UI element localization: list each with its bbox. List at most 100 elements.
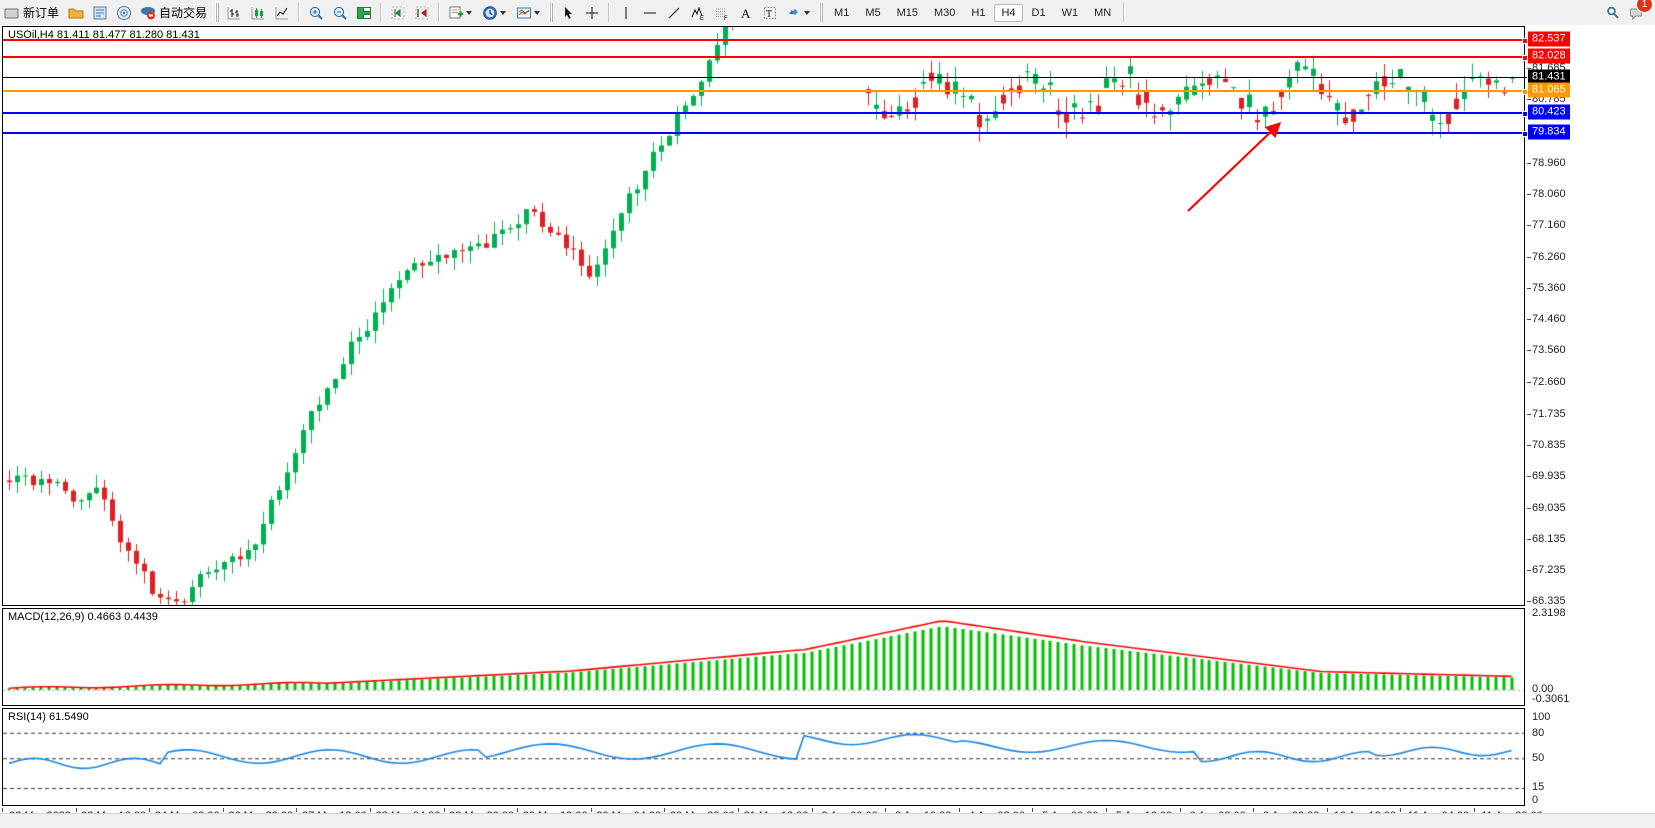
elliott-wave-tool-button[interactable]: E [686, 1, 710, 24]
market-watch-icon [115, 4, 133, 22]
toolbar-separator [438, 3, 441, 22]
tick-mark [1527, 68, 1531, 70]
tick-mark [1527, 256, 1531, 258]
shift-start-button[interactable] [386, 1, 410, 24]
level-79834[interactable]: 79.834 [1528, 124, 1570, 140]
rsi-tick: 50 [1532, 752, 1545, 765]
hline-icon [641, 4, 659, 22]
data-window-button[interactable] [88, 1, 112, 24]
autotrading-label: 自动交易 [159, 6, 208, 20]
level-80423[interactable]: 80.423 [1528, 104, 1570, 120]
bar-chart-icon [225, 4, 243, 22]
price-scale[interactable]: 81.685 80.785 78.960 78.060 77.160 76.260 75.3… [1527, 26, 1655, 607]
level-80423-line[interactable] [3, 111, 1528, 118]
vertical-line-tool-button[interactable] [614, 1, 638, 24]
search-button[interactable] [1601, 1, 1625, 24]
last-price[interactable]: 81.431 [1528, 69, 1570, 85]
level-81065-line[interactable] [3, 88, 1528, 95]
shift-end-button[interactable] [410, 1, 434, 24]
level-79834-line[interactable] [3, 131, 1528, 138]
zoom-out-button[interactable] [328, 1, 352, 24]
chart-area[interactable]: USOil,H4 81.411 81.477 81.280 81.431 MAC… [0, 25, 1655, 828]
horizontal-scrollbar[interactable] [0, 813, 1655, 828]
timeframe-h1[interactable]: H1 [971, 6, 986, 19]
rsi-pane[interactable]: RSI(14) 61.5490 [2, 708, 1525, 806]
svg-text:A: A [741, 6, 751, 21]
price-tick: 74.460 [1532, 313, 1566, 326]
period-button[interactable] [478, 1, 512, 24]
last-price-line[interactable] [3, 77, 1527, 79]
crosshair-tool-button[interactable] [580, 1, 604, 24]
text-tool-button[interactable]: A [734, 1, 758, 24]
line-handle[interactable] [1522, 55, 1528, 62]
line-handle[interactable] [1522, 88, 1528, 95]
toolbar-separator [608, 3, 611, 22]
price-tick: 75.360 [1532, 281, 1566, 294]
horizontal-line-tool-button[interactable] [638, 1, 662, 24]
tick-mark [1527, 507, 1531, 509]
market-watch-button[interactable] [112, 1, 136, 24]
price-tick: 77.160 [1532, 219, 1566, 232]
price-tick: 73.560 [1532, 344, 1566, 357]
time-separator [296, 808, 298, 812]
line-handle[interactable] [1522, 37, 1528, 44]
level-82537-line[interactable] [3, 37, 1528, 44]
zoom-in-button[interactable] [304, 1, 328, 24]
line-chart-button[interactable] [270, 1, 294, 24]
time-separator [75, 808, 77, 812]
tick-mark [1527, 570, 1531, 572]
chevron-down-icon[interactable] [466, 10, 473, 15]
macd-pane[interactable]: MACD(12,26,9) 0.4663 0.4439 [2, 608, 1525, 706]
shapes-tool-button[interactable] [782, 1, 816, 24]
timeframe-m30[interactable]: M30 [934, 6, 956, 19]
folder-button[interactable] [64, 1, 88, 24]
templates-button[interactable] [512, 1, 546, 24]
timeframe-m1[interactable]: M1 [834, 6, 850, 19]
price-tick: 69.935 [1532, 470, 1566, 483]
rsi-tick: 100 [1532, 710, 1551, 723]
toolbar-separator [1123, 3, 1126, 22]
timeframe-h4[interactable]: H4 [994, 3, 1023, 22]
cursor-tool-button[interactable] [556, 1, 580, 24]
label-tool-button[interactable]: T [758, 1, 782, 24]
toolbar-grip[interactable] [819, 3, 824, 22]
elliott-icon: E [689, 4, 707, 22]
bar-chart-button[interactable] [222, 1, 246, 24]
timeframe-mn[interactable]: MN [1094, 6, 1112, 19]
trendline-tool-button[interactable] [662, 1, 686, 24]
timeframe-w1[interactable]: W1 [1061, 6, 1079, 19]
time-separator [517, 808, 519, 812]
timeframe-d1[interactable]: D1 [1031, 6, 1046, 19]
toolbar-grip[interactable] [549, 3, 554, 22]
autotrading-button[interactable]: 自动交易 [136, 1, 212, 24]
grid-button[interactable] [352, 1, 376, 24]
level-81065[interactable]: 81.065 [1528, 82, 1570, 98]
level-82028-line[interactable] [3, 55, 1528, 62]
chevron-down-icon[interactable] [534, 10, 541, 15]
add-indicator-button[interactable] [444, 1, 478, 24]
macd-scale: 2.3198 0.00 -0.3061 [1527, 607, 1655, 706]
notification-badge: 1 [1636, 0, 1653, 13]
rsi-label: RSI(14) 61.5490 [8, 711, 89, 723]
timeframe-m15[interactable]: M15 [896, 6, 918, 19]
timeframe-m5[interactable]: M5 [865, 6, 881, 19]
alerts-button[interactable]: 1 [1625, 0, 1653, 24]
line-handle[interactable] [1522, 111, 1528, 118]
time-separator [443, 808, 445, 812]
tick-mark [1527, 194, 1531, 196]
timeframe-group: M1 M5 M15 M30 H1 H4 D1 W1 MN [826, 3, 1119, 22]
chevron-down-icon[interactable] [804, 10, 811, 15]
level-82537[interactable]: 82.537 [1528, 31, 1570, 47]
toolbar-grip[interactable] [215, 3, 220, 22]
tick-mark [1527, 601, 1531, 603]
line-handle[interactable] [1522, 131, 1528, 138]
svg-text:E: E [700, 16, 704, 22]
price-pane[interactable]: USOil,H4 81.411 81.477 81.280 81.431 [2, 26, 1525, 606]
chevron-down-icon[interactable] [500, 10, 507, 15]
level-82028[interactable]: 82.028 [1528, 48, 1570, 64]
new-order-button[interactable]: 新订单 [0, 1, 64, 24]
add-indicator-icon [447, 4, 465, 22]
rsi-tick: 80 [1532, 727, 1545, 740]
candlestick-chart-button[interactable] [246, 1, 270, 24]
fibonacci-tool-button[interactable]: F [710, 1, 734, 24]
